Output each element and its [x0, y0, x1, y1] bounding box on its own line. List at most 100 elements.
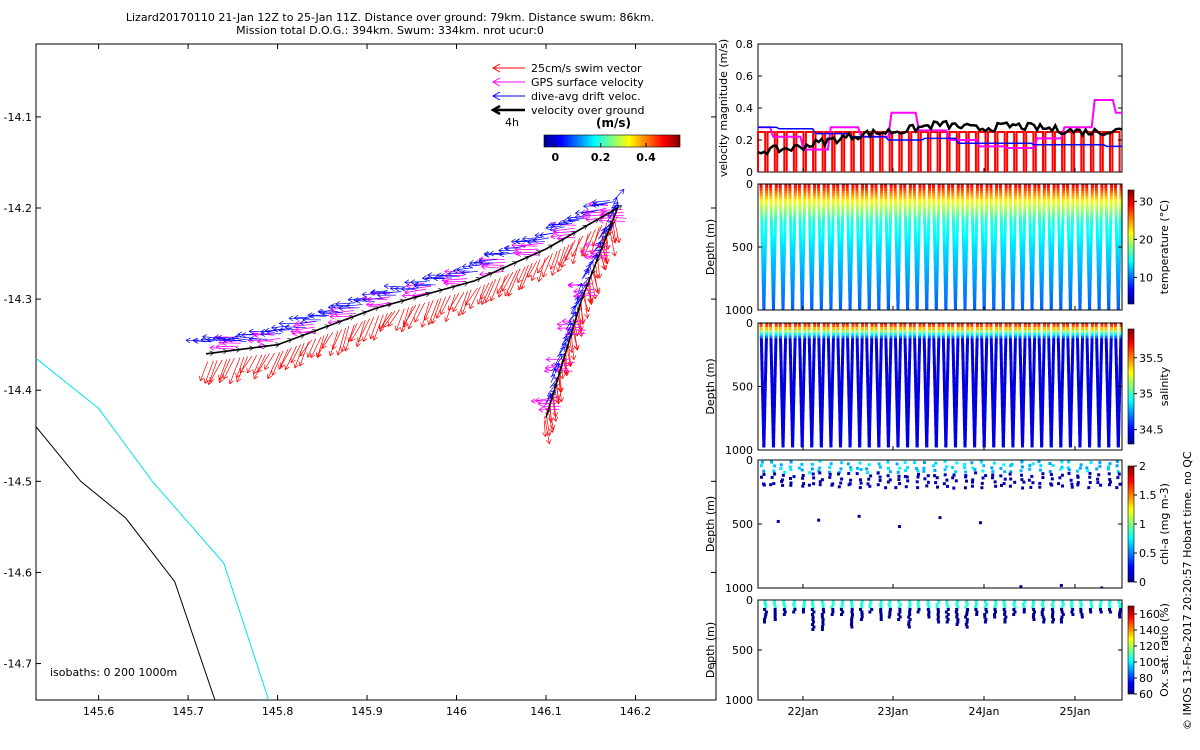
- gps-vector: [516, 251, 541, 257]
- map-x-tick-label: 146.2: [620, 705, 652, 718]
- gps-vector: [514, 246, 539, 253]
- drift-vector: [299, 320, 317, 326]
- swim-speed-bar: [843, 131, 853, 172]
- time-axis: 22Jan 23Jan 24Jan 25Jan: [788, 168, 1090, 718]
- velocity-y-tick-label: 0.2: [736, 134, 754, 147]
- swim-speed-bar: [785, 131, 795, 172]
- velocity-y-label: velocity magnitude (m/s): [717, 39, 730, 177]
- speed-colorbar-tick-label: 0.4: [636, 151, 656, 164]
- swim-speed-bar: [967, 131, 977, 172]
- swim-vector: [613, 216, 622, 244]
- gps-vector: [576, 291, 595, 298]
- swim-vector: [239, 355, 253, 374]
- drift-vector: [302, 316, 322, 323]
- legend-arrowhead-ground: [490, 104, 501, 116]
- map-y-tick-label: -14.1: [4, 111, 32, 124]
- temperature-points: [759, 184, 1122, 310]
- chla-colorbar-tick-label: 0: [1139, 576, 1146, 589]
- drift-vector: [439, 273, 460, 279]
- drift-vector: [260, 331, 282, 337]
- map-frame: [35, 43, 717, 701]
- swim-vector: [579, 302, 586, 324]
- drift-vector: [478, 257, 498, 264]
- swim-speed-bar: [929, 131, 939, 172]
- swim-vector: [372, 314, 384, 341]
- swim-speed-bar: [1101, 131, 1111, 172]
- drift-vector: [580, 209, 599, 216]
- gps-vector: [520, 242, 544, 248]
- isobath-0m-line: [36, 357, 270, 700]
- swim-vector: [328, 330, 339, 357]
- drift-vector: [562, 218, 580, 224]
- gps-vector: [481, 264, 503, 270]
- chla-outlier: [1019, 585, 1023, 588]
- swim-vector: [452, 291, 465, 312]
- swim-vector: [414, 302, 426, 323]
- oxygen-colorbar-tick-label: 80: [1139, 672, 1153, 685]
- swim-vector: [489, 277, 501, 302]
- gps-vector: [478, 256, 505, 263]
- map-x-tick-label: 145.9: [351, 705, 383, 718]
- swim-vector: [460, 289, 472, 315]
- drift-vector: [206, 336, 229, 343]
- swim-vector: [350, 321, 363, 342]
- chla-points: [759, 460, 1122, 588]
- gps-vector: [573, 293, 598, 299]
- swim-vector: [536, 257, 546, 282]
- gps-vector: [584, 241, 611, 248]
- chla-outlier: [776, 519, 780, 523]
- gps-vector: [209, 345, 236, 351]
- swim-vector: [520, 262, 533, 290]
- swim-vector: [571, 235, 584, 257]
- chla-outlier: [817, 518, 821, 522]
- swim-speed-bar: [804, 131, 815, 172]
- drift-vector: [384, 283, 406, 289]
- copyright-note: © IMOS 13-Feb-2017 20:20:57 Hobart time.…: [1181, 451, 1194, 730]
- swim-vector: [469, 286, 481, 310]
- drift-vector: [193, 338, 215, 344]
- oxygen-y-tick-label: 1000: [725, 694, 753, 707]
- velocity-y-tick-label: 0: [746, 166, 753, 179]
- drift-vector: [581, 268, 589, 280]
- salinity-colorbar-label: salinity: [1158, 366, 1171, 406]
- chla-colorbar-label: chl-a (mg m-3): [1158, 483, 1171, 565]
- speed-colorbar: [543, 134, 681, 148]
- swim-vector: [423, 300, 434, 321]
- swim-speed-bar: [776, 131, 786, 172]
- salinity-y-tick-label: 0: [746, 317, 753, 330]
- swim-speed-bar: [795, 131, 805, 172]
- swim-vector: [430, 297, 442, 324]
- swim-vector: [199, 361, 208, 382]
- swim-vector: [586, 286, 594, 303]
- swim-vector: [440, 295, 451, 315]
- drift-vector: [489, 250, 509, 257]
- chla-colorbar-tick-label: 2: [1139, 460, 1146, 473]
- swim-vector: [544, 416, 552, 445]
- swim-vector: [580, 231, 592, 253]
- swim-vector: [306, 338, 317, 358]
- swim-vector: [279, 347, 292, 368]
- swim-vector: [501, 271, 514, 292]
- velocity-y-tick-label: 0.4: [736, 102, 754, 115]
- drift-vector: [522, 235, 543, 242]
- swim-vector: [465, 287, 478, 306]
- swim-speed-bar: [986, 131, 997, 172]
- temperature-y-tick-label: 0: [746, 178, 753, 191]
- drift-vector: [473, 260, 494, 266]
- swim-speed-bar: [996, 131, 1006, 172]
- oxygen-colorbar-tick-label: 160: [1139, 608, 1160, 621]
- map-y-tick-label: -14.5: [4, 475, 32, 488]
- swim-vector: [253, 354, 266, 380]
- drift-vector: [362, 296, 385, 303]
- swim-speed-bar: [1025, 131, 1035, 172]
- swim-vector: [400, 307, 409, 333]
- gps-vector: [404, 288, 427, 295]
- salinity-colorbar-tick-label: 35: [1139, 388, 1153, 401]
- swim-vector: [203, 360, 214, 384]
- drift-vector: [202, 334, 224, 340]
- map-x-tick-label: 146: [446, 705, 467, 718]
- drift-vector: [577, 282, 583, 293]
- chla-y-label: Depth (m): [704, 496, 717, 552]
